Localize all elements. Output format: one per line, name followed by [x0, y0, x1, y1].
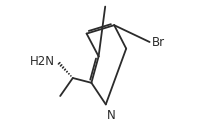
Text: F: F: [102, 0, 108, 2]
Text: Br: Br: [152, 36, 165, 48]
Text: N: N: [107, 109, 116, 120]
Text: H2N: H2N: [30, 55, 55, 68]
